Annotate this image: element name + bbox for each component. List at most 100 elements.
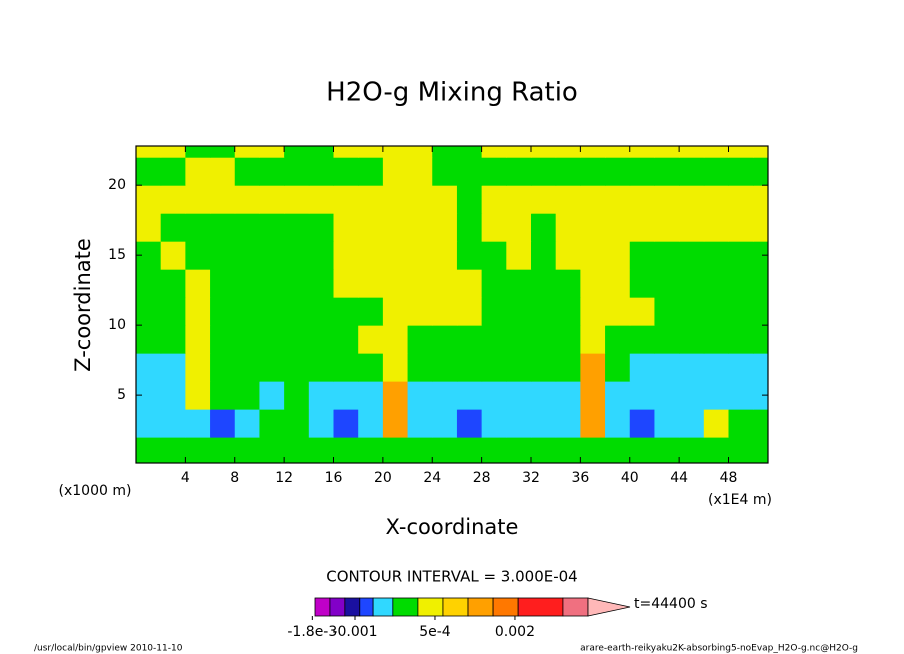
contour-cell [407, 325, 433, 354]
contour-cell [728, 241, 754, 270]
contour-cell [481, 325, 507, 354]
x-tick-label: 16 [325, 470, 343, 486]
contour-cell [728, 409, 754, 438]
contour-cell [456, 325, 483, 354]
contour-cell [210, 157, 236, 186]
contour-cell [259, 409, 285, 438]
contour-cell [185, 409, 211, 438]
contour-cell [753, 213, 769, 242]
contour-cell [703, 409, 729, 438]
y-axis-label: Z-coordinate [71, 238, 95, 372]
contour-cell [580, 381, 606, 410]
contour-cell [506, 325, 532, 354]
contour-cell [382, 241, 409, 270]
contour-cell [728, 269, 754, 298]
contour-cell [432, 325, 458, 354]
contour-cell [432, 353, 458, 382]
x-tick-label: 44 [670, 470, 688, 486]
contour-cell [555, 269, 581, 298]
contour-cell [481, 157, 507, 186]
colorbar-tick-label: 5e-4 [419, 624, 451, 640]
contour-cell [728, 353, 754, 382]
contour-cell [284, 146, 310, 158]
colorbar-box [517, 597, 564, 617]
contour-cell [210, 381, 236, 410]
contour-cell [358, 409, 384, 438]
contour-cell [259, 269, 285, 298]
x-tick-label: 40 [621, 470, 639, 486]
contour-cell [333, 269, 359, 298]
contour-cell [432, 381, 458, 410]
contour-cell [234, 269, 260, 298]
contour-cell [654, 269, 680, 298]
colorbar-tick-label: -0.001 [332, 624, 377, 640]
contour-cell [456, 297, 483, 326]
contour-cell [259, 185, 285, 214]
contour-cell [753, 185, 769, 214]
contour-cell [185, 381, 211, 410]
contour-cell [185, 269, 211, 298]
contour-cell [185, 146, 211, 158]
contour-cell [679, 437, 705, 464]
contour-cell [703, 269, 729, 298]
contour-cell [605, 157, 631, 186]
contour-cell [456, 213, 483, 242]
contour-cell [629, 185, 655, 214]
contour-cell [333, 325, 359, 354]
contour-cell [605, 381, 631, 410]
contour-cell [136, 157, 162, 186]
contour-cell [308, 185, 334, 214]
contour-cell [160, 269, 186, 298]
contour-cell [703, 185, 729, 214]
contour-cell [629, 409, 655, 438]
contour-cell [703, 146, 729, 158]
x-tick-label: 28 [473, 470, 491, 486]
contour-cell [679, 269, 705, 298]
contour-cell [382, 146, 409, 158]
contour-cell [284, 213, 310, 242]
contour-cell [382, 325, 409, 354]
contour-cell [308, 409, 334, 438]
contour-cell [679, 146, 705, 158]
contour-cell [580, 353, 606, 382]
contour-cell [753, 297, 769, 326]
contour-cell [629, 297, 655, 326]
contour-cell [358, 185, 384, 214]
contour-cell [728, 146, 754, 158]
contour-cell [555, 381, 581, 410]
contour-cell [506, 213, 532, 242]
x-tick-label: 4 [181, 470, 190, 486]
contour-cell [333, 157, 359, 186]
contour-cell [481, 241, 507, 270]
contour-cell [481, 213, 507, 242]
contour-cell [234, 146, 260, 158]
contour-cell [481, 146, 507, 158]
contour-cell [333, 353, 359, 382]
colorbar-tick-label: -1.8e-3 [287, 624, 337, 640]
contour-cell [506, 185, 532, 214]
contour-cell [654, 213, 680, 242]
contour-cell [284, 353, 310, 382]
contour-cell [308, 157, 334, 186]
contour-cell [506, 381, 532, 410]
contour-cell [555, 185, 581, 214]
contour-cell [308, 325, 334, 354]
contour-cell [308, 213, 334, 242]
contour-cell [407, 185, 433, 214]
contour-cell [654, 409, 680, 438]
contour-cell [654, 185, 680, 214]
contour-cell [358, 213, 384, 242]
contour-cell [531, 185, 557, 214]
contour-cell [432, 157, 458, 186]
contour-cell [753, 269, 769, 298]
contour-cell [580, 157, 606, 186]
x-tick-label: 48 [720, 470, 738, 486]
contour-cell [605, 353, 631, 382]
contour-cell [481, 381, 507, 410]
contour-cell [679, 241, 705, 270]
x-axis-label: X-coordinate [386, 515, 519, 539]
contour-cell [358, 297, 384, 326]
x-tick-label: 36 [571, 470, 589, 486]
contour-cell [160, 409, 186, 438]
contour-cell [481, 437, 507, 464]
